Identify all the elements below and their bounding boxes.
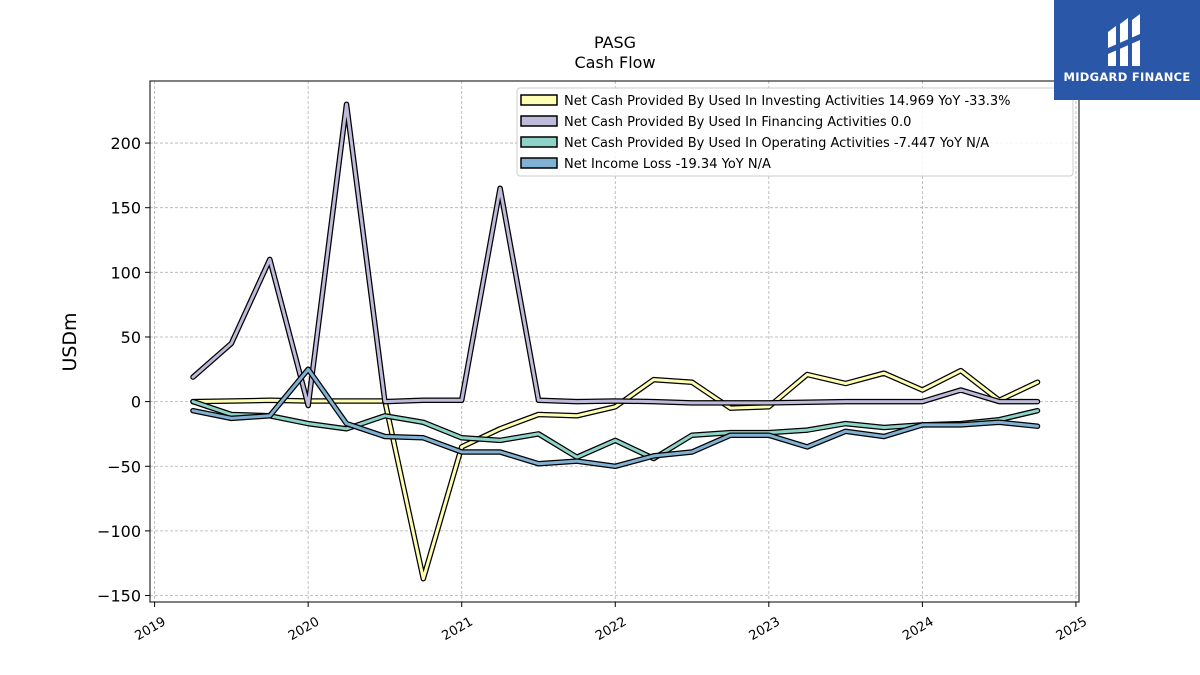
brand-logo: MIDGARD FINANCE: [1054, 0, 1200, 100]
y-tick-label: 150: [110, 199, 141, 218]
legend-label-1: Net Cash Provided By Used In Financing A…: [564, 115, 911, 130]
legend-swatch-2: [520, 136, 558, 148]
y-axis-label: USDm: [59, 312, 81, 371]
plot-frame: [149, 80, 1080, 603]
chart-title: PASG: [594, 33, 636, 52]
x-tick-label: 2023: [747, 614, 783, 644]
series-layer: [190, 101, 1041, 582]
series-line-1: [191, 102, 1039, 407]
x-tick-label: 2019: [132, 614, 168, 644]
y-tick-label: −100: [97, 522, 141, 541]
series-line-3: [191, 367, 1039, 468]
x-tick-label: 2021: [440, 614, 476, 644]
y-tick-label: −150: [97, 587, 141, 606]
series-line-2: [191, 400, 1039, 460]
legend-box: [516, 87, 1074, 177]
legend-label-3: Net Income Loss -19.34 YoY N/A: [564, 157, 771, 172]
chart-subtitle: Cash Flow: [574, 53, 655, 72]
legend-swatch-0: [520, 94, 558, 106]
y-axis: −150 −100 −50 0 50 100 150 200: [97, 134, 150, 606]
legend-swatch-1: [520, 115, 558, 127]
logo-mark-icon: [1108, 14, 1140, 66]
y-tick-label: 50: [121, 328, 141, 347]
logo-text: MIDGARD FINANCE: [1063, 70, 1191, 84]
x-tick-label: 2025: [1054, 614, 1090, 644]
legend: Net Cash Provided By Used In Investing A…: [516, 87, 1074, 177]
x-tick-label: 2024: [900, 614, 936, 644]
x-tick-label: 2020: [286, 614, 322, 644]
legend-label-0: Net Cash Provided By Used In Investing A…: [564, 94, 1010, 109]
y-tick-label: 100: [110, 263, 141, 282]
y-tick-label: 200: [110, 134, 141, 153]
y-tick-label: 0: [131, 393, 141, 412]
x-axis: 2019 2020 2021 2022 2023 2024 2025: [132, 602, 1090, 644]
legend-label-2: Net Cash Provided By Used In Operating A…: [564, 136, 989, 151]
x-tick-label: 2022: [593, 614, 629, 644]
y-tick-label: −50: [107, 457, 141, 476]
legend-swatch-3: [520, 157, 558, 169]
